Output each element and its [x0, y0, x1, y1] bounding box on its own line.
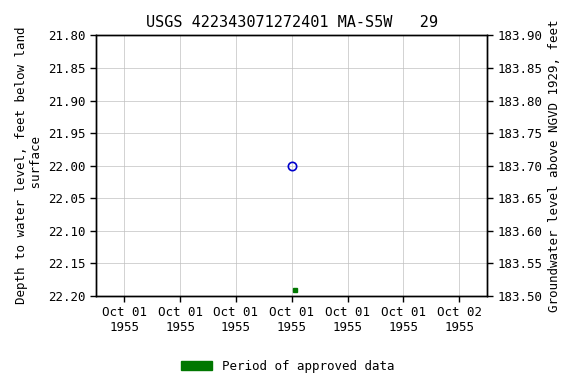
- Title: USGS 422343071272401 MA-S5W   29: USGS 422343071272401 MA-S5W 29: [146, 15, 438, 30]
- Y-axis label: Groundwater level above NGVD 1929, feet: Groundwater level above NGVD 1929, feet: [548, 20, 561, 312]
- Y-axis label: Depth to water level, feet below land
 surface: Depth to water level, feet below land su…: [15, 27, 43, 305]
- Legend: Period of approved data: Period of approved data: [176, 355, 400, 378]
